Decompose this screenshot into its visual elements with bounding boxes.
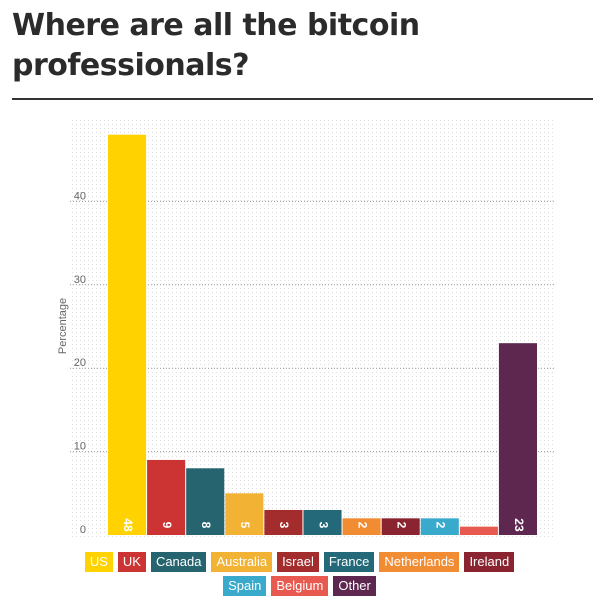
legend-item-other: Other xyxy=(333,576,376,596)
value-label-canada: 8 xyxy=(199,522,213,529)
value-label-other: 23 xyxy=(512,518,526,532)
value-label-uk: 9 xyxy=(160,522,174,529)
value-labels: 48 9 8 5 3 3 2 2 2 23 xyxy=(121,518,526,532)
y-tick-label: 0 xyxy=(80,524,86,536)
bar-france xyxy=(303,509,342,535)
legend-item-france: France xyxy=(323,552,375,572)
legend-item-us: US xyxy=(84,552,113,572)
value-label-netherlands: 2 xyxy=(355,522,369,529)
bar-belgium xyxy=(459,526,498,535)
value-label-us: 48 xyxy=(121,518,135,532)
y-axis-label: Percentage xyxy=(57,298,69,354)
y-tick-label: 10 xyxy=(74,441,86,453)
title-rule xyxy=(12,98,593,100)
value-label-spain: 2 xyxy=(434,522,448,529)
legend-item-israel: Israel xyxy=(277,552,319,572)
legend-item-canada: Canada xyxy=(150,552,207,572)
y-tick-label: 20 xyxy=(74,357,86,369)
bar-israel xyxy=(264,509,303,535)
legend-item-ireland: Ireland xyxy=(464,552,515,572)
legend-item-uk: UK xyxy=(117,552,146,572)
value-label-france: 3 xyxy=(316,522,330,529)
bar-australia xyxy=(225,493,264,535)
bar-chart: 0 10 20 30 40 Percentage 48 9 8 5 3 3 2 2 2 23 xyxy=(57,118,555,538)
bars xyxy=(108,134,537,535)
y-axis-ticks: 0 10 20 30 40 xyxy=(74,190,86,536)
legend-row: Spain Belgium Other xyxy=(0,576,599,596)
bar-uk xyxy=(147,459,186,535)
y-tick-label: 40 xyxy=(74,190,86,202)
bar-canada xyxy=(186,468,225,535)
bar-other xyxy=(498,343,537,535)
legend-row: US UK Canada Australia Israel France Netherlan… xyxy=(0,552,599,572)
value-label-ireland: 2 xyxy=(395,522,409,529)
value-label-australia: 5 xyxy=(238,522,252,529)
chart-title: Where are all the bitcoin professionals? xyxy=(12,8,420,83)
legend-item-belgium: Belgium xyxy=(271,576,329,596)
y-tick-label: 30 xyxy=(74,274,86,286)
bar-ireland xyxy=(381,518,420,535)
bar-netherlands xyxy=(342,518,381,535)
legend-item-netherlands: Netherlands xyxy=(379,552,460,572)
bar-spain xyxy=(420,518,459,535)
value-label-israel: 3 xyxy=(277,522,291,529)
legend-item-spain: Spain xyxy=(223,576,267,596)
legend-item-australia: Australia xyxy=(211,552,273,572)
legend: US UK Canada Australia Israel France Netherlan… xyxy=(0,552,599,600)
bar-us xyxy=(108,134,147,535)
